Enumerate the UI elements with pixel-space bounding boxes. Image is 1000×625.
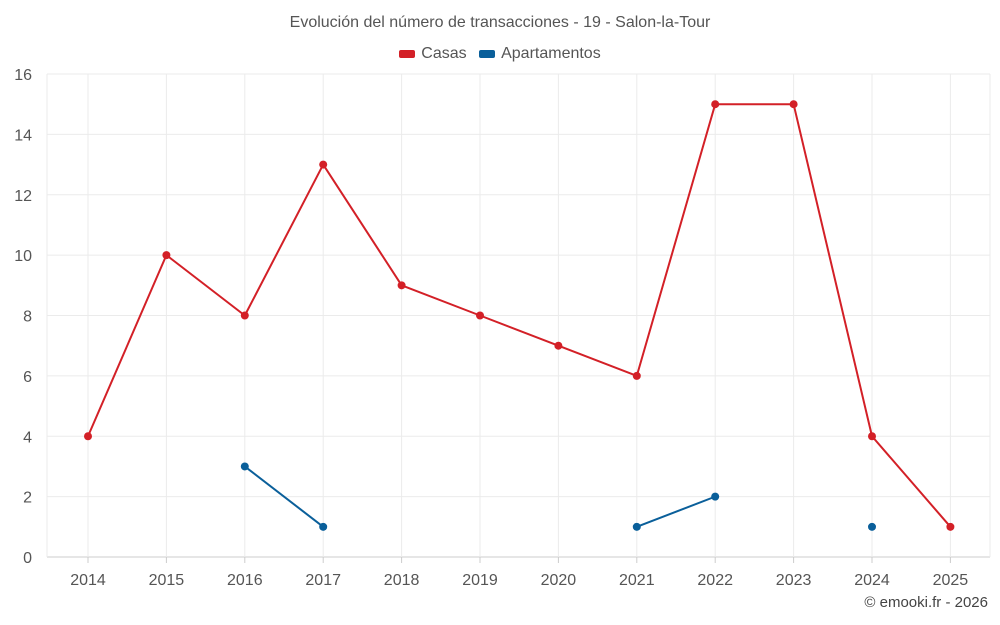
legend-item-apartamentos[interactable]: Apartamentos xyxy=(479,45,601,63)
data-point-apartamentos xyxy=(319,522,328,531)
legend-label-casas: Casas xyxy=(421,45,467,62)
data-point-casas xyxy=(319,160,328,169)
y-tick-label: 6 xyxy=(23,369,32,386)
x-tick-label: 2021 xyxy=(619,572,655,589)
data-point-apartamentos xyxy=(240,462,249,471)
y-tick-label: 12 xyxy=(14,188,32,205)
legend-item-casas[interactable]: Casas xyxy=(399,45,467,63)
data-point-apartamentos xyxy=(632,522,641,531)
x-tick-label: 2016 xyxy=(227,572,263,589)
legend-label-apartamentos: Apartamentos xyxy=(501,45,601,62)
data-point-casas xyxy=(240,311,249,320)
x-tick-label: 2020 xyxy=(541,572,577,589)
x-tick-label: 2014 xyxy=(70,572,106,589)
data-point-casas xyxy=(554,341,563,350)
legend-swatch-apartamentos xyxy=(479,50,496,58)
series-line-apartamentos xyxy=(244,465,324,528)
data-point-apartamentos xyxy=(868,522,876,531)
chart-legend: Casas Apartamentos xyxy=(0,45,1000,63)
y-tick-label: 16 xyxy=(14,67,32,84)
x-tick-label: 2022 xyxy=(697,572,733,589)
chart-title: Evolución del número de transacciones - … xyxy=(289,14,711,31)
series-line-apartamentos xyxy=(636,495,716,528)
credit-text: © emooki.fr - 2026 xyxy=(864,594,988,611)
x-tick-label: 2025 xyxy=(933,572,969,589)
x-tick-label: 2017 xyxy=(305,572,341,589)
y-tick-label: 4 xyxy=(23,429,32,446)
data-point-apartamentos xyxy=(711,492,720,501)
x-tick-label: 2023 xyxy=(776,572,812,589)
data-point-casas xyxy=(632,371,641,380)
data-point-casas xyxy=(162,251,171,260)
x-tick-label: 2018 xyxy=(384,572,420,589)
series-line-casas xyxy=(87,103,952,528)
data-point-casas xyxy=(946,522,955,531)
data-point-casas xyxy=(789,100,798,109)
legend-swatch-casas xyxy=(399,50,416,58)
data-point-casas xyxy=(476,311,484,320)
x-tick-label: 2015 xyxy=(149,572,185,589)
x-tick-label: 2024 xyxy=(854,572,890,589)
y-tick-label: 2 xyxy=(23,490,32,507)
data-point-casas xyxy=(397,281,406,290)
data-point-casas xyxy=(868,432,876,441)
y-tick-label: 0 xyxy=(23,550,32,567)
data-point-casas xyxy=(711,100,720,109)
y-tick-label: 14 xyxy=(14,127,32,144)
data-point-casas xyxy=(84,432,92,441)
x-tick-label: 2019 xyxy=(462,572,498,589)
y-tick-label: 8 xyxy=(23,309,32,326)
y-tick-label: 10 xyxy=(14,248,32,265)
